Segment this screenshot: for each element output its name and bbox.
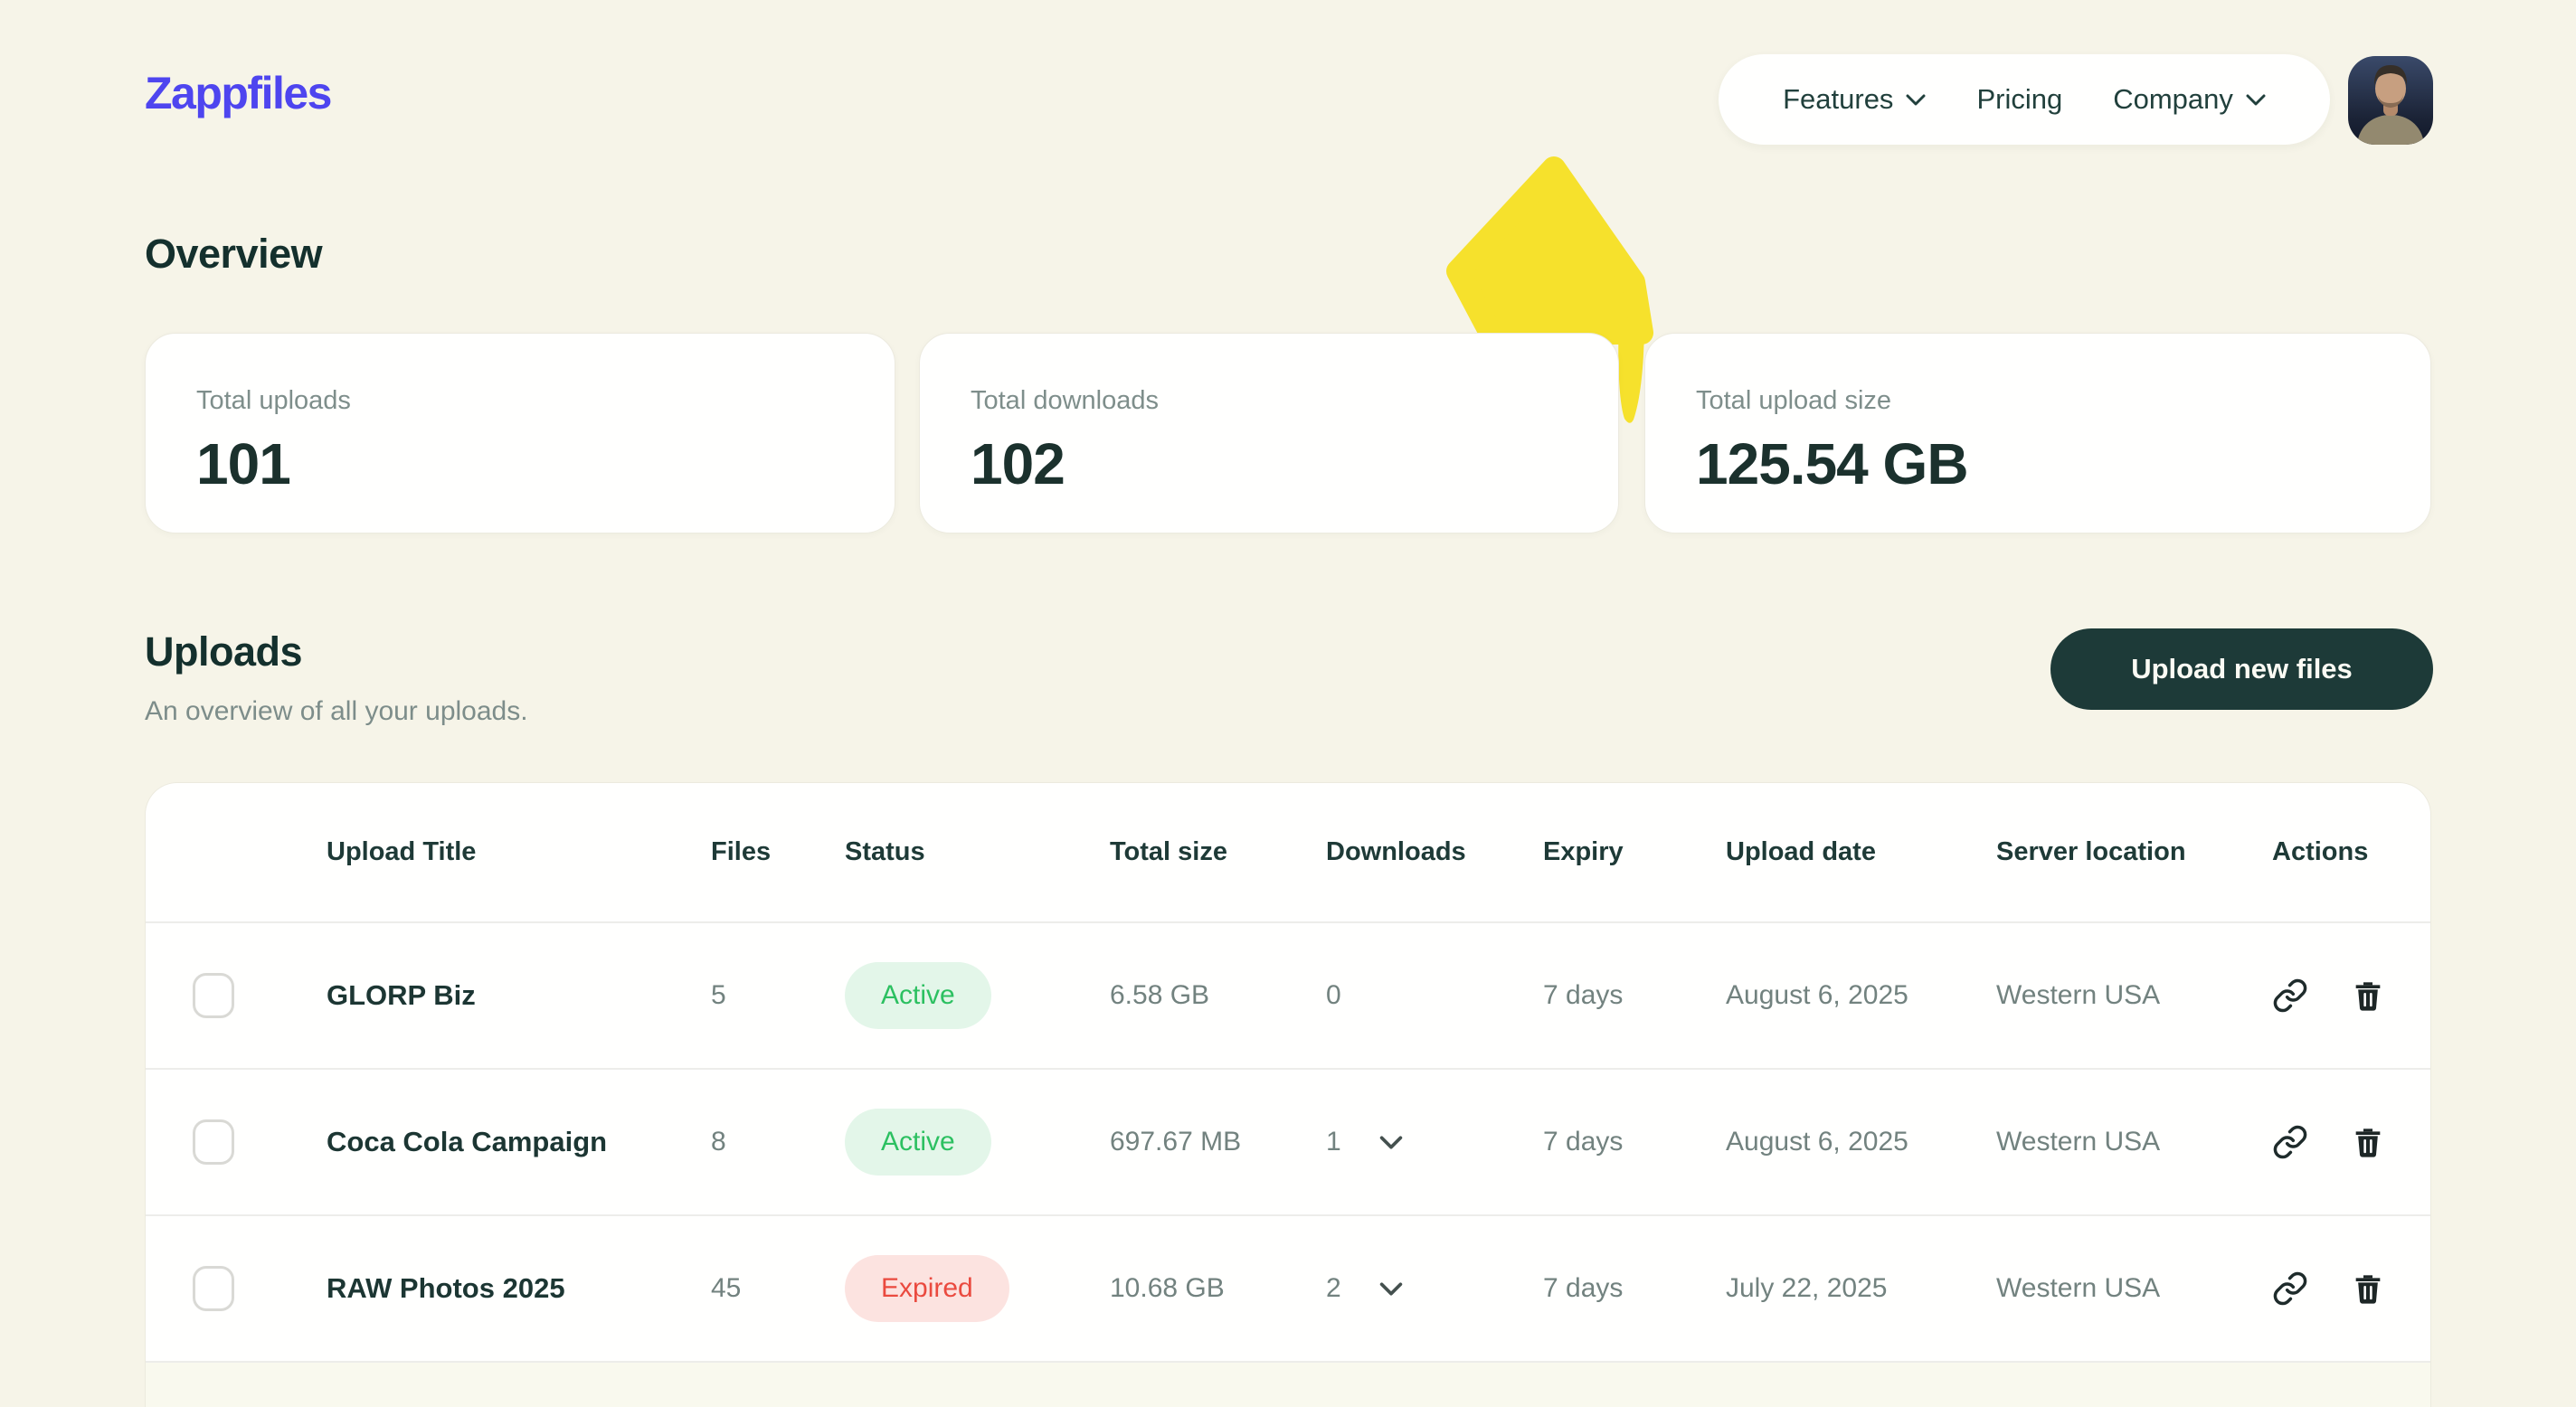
zappfiles-logo[interactable]: Zappfiles	[145, 68, 332, 118]
expiry-cell: 7 days	[1543, 1273, 1624, 1303]
column-header-expiry: Expiry	[1543, 837, 1624, 866]
column-header-upload-title: Upload Title	[327, 837, 477, 866]
delete-trash-icon[interactable]	[2350, 1124, 2386, 1160]
upload-title-cell: Coca Cola Campaign	[327, 1126, 608, 1157]
server-location-cell: Western USA	[1996, 1273, 2161, 1303]
downloads-expand-chevron-icon[interactable]	[1379, 1281, 1403, 1296]
uploads-subtitle: An overview of all your uploads.	[145, 696, 528, 726]
stat-value: 101	[196, 431, 291, 496]
copy-link-icon[interactable]	[2272, 1124, 2308, 1160]
files-cell: 45	[711, 1273, 742, 1303]
table-row: GLORP Biz 5 Active 6.58 GB 0 7 days Augu…	[146, 921, 2430, 1068]
upload-date-cell: August 6, 2025	[1726, 980, 1908, 1010]
downloads-count: 2	[1326, 1273, 1341, 1303]
chevron-down-icon	[2246, 94, 2266, 105]
nav-company-label: Company	[2113, 83, 2233, 115]
status-badge: Active	[845, 1109, 991, 1176]
nav-features-label: Features	[1783, 83, 1894, 115]
stat-card-total-uploads: Total uploads 101	[145, 333, 895, 534]
column-header-files: Files	[711, 837, 772, 866]
row-checkbox[interactable]	[193, 1266, 234, 1311]
upload-title-cell: GLORP Biz	[327, 979, 476, 1011]
copy-link-icon[interactable]	[2272, 977, 2308, 1014]
status-badge: Expired	[845, 1255, 1009, 1322]
row-checkbox[interactable]	[193, 973, 234, 1018]
column-header-downloads: Downloads	[1326, 837, 1466, 866]
copy-link-icon[interactable]	[2272, 1270, 2308, 1307]
downloads-count: 0	[1326, 980, 1341, 1010]
table-header-row: Upload Title Files Status Total size Dow…	[146, 783, 2430, 921]
row-checkbox[interactable]	[193, 1119, 234, 1165]
upload-date-cell: July 22, 2025	[1726, 1273, 1888, 1303]
delete-trash-icon[interactable]	[2350, 1270, 2386, 1307]
main-nav: Features Pricing Company	[1719, 54, 2330, 145]
stat-label: Total upload size	[1696, 386, 1892, 415]
server-location-cell: Western USA	[1996, 1127, 2161, 1157]
expiry-cell: 7 days	[1543, 980, 1624, 1010]
upload-date-cell: August 6, 2025	[1726, 1127, 1908, 1157]
total-size-cell: 10.68 GB	[1110, 1273, 1225, 1303]
uploads-table: Upload Title Files Status Total size Dow…	[145, 782, 2431, 1407]
user-avatar[interactable]	[2348, 56, 2433, 145]
chevron-down-icon	[1906, 94, 1926, 105]
upload-title-cell: RAW Photos 2025	[327, 1272, 565, 1304]
column-header-actions: Actions	[2272, 837, 2369, 866]
total-size-cell: 6.58 GB	[1110, 980, 1210, 1010]
stat-card-total-downloads: Total downloads 102	[919, 333, 1619, 534]
server-location-cell: Western USA	[1996, 980, 2161, 1010]
delete-trash-icon[interactable]	[2350, 977, 2386, 1014]
total-size-cell: 697.67 MB	[1110, 1127, 1242, 1157]
avatar-portrait	[2357, 65, 2424, 145]
nav-item-company[interactable]: Company	[2113, 83, 2266, 116]
nav-pricing-label: Pricing	[1976, 83, 2063, 115]
column-header-status: Status	[845, 837, 925, 866]
downloads-count: 1	[1326, 1127, 1341, 1157]
uploads-title: Uploads	[145, 628, 303, 675]
status-badge: Active	[845, 962, 991, 1029]
nav-item-pricing[interactable]: Pricing	[1976, 83, 2062, 116]
column-header-total-size: Total size	[1110, 837, 1227, 866]
expiry-cell: 7 days	[1543, 1127, 1624, 1157]
column-header-upload-date: Upload date	[1726, 837, 1876, 866]
nav-item-features[interactable]: Features	[1783, 83, 1926, 116]
overview-title: Overview	[145, 231, 323, 277]
stat-label: Total uploads	[196, 386, 351, 415]
stat-label: Total downloads	[971, 386, 1159, 415]
table-row: Coca Cola Campaign 8 Active 697.67 MB 1 …	[146, 1068, 2430, 1214]
upload-new-files-button[interactable]: Upload new files	[2050, 628, 2433, 710]
stat-value: 125.54 GB	[1696, 431, 1969, 496]
table-row: RAW Photos 2025 45 Expired 10.68 GB 2 7 …	[146, 1214, 2430, 1361]
files-cell: 8	[711, 1127, 726, 1157]
files-cell: 5	[711, 980, 726, 1010]
table-row-partial	[146, 1361, 2430, 1407]
downloads-expand-chevron-icon[interactable]	[1379, 1135, 1403, 1149]
column-header-server-location: Server location	[1996, 837, 2186, 866]
stat-card-total-upload-size: Total upload size 125.54 GB	[1644, 333, 2431, 534]
stat-value: 102	[971, 431, 1065, 496]
